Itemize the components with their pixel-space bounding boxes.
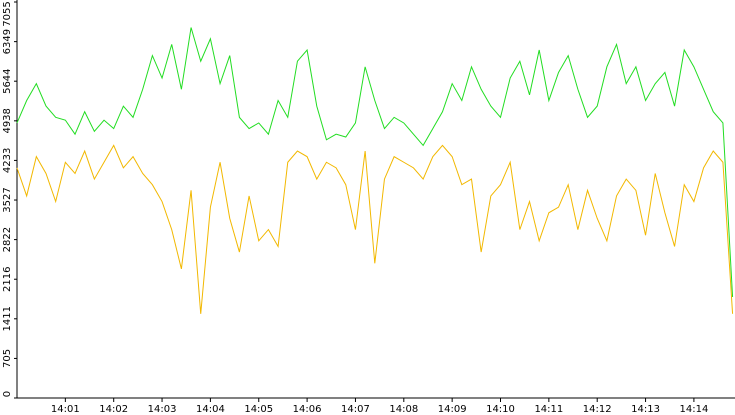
- y-tick-label: 705: [2, 349, 13, 368]
- y-tick-label: 2822: [2, 227, 13, 252]
- y-tick-label: 6349: [2, 29, 13, 54]
- x-tick-label: 14:02: [99, 404, 128, 415]
- x-tick-label: 14:07: [341, 404, 370, 415]
- x-tick-label: 14:01: [51, 404, 80, 415]
- y-tick-label: 4938: [2, 108, 13, 133]
- x-tick-label: 14:09: [438, 404, 467, 415]
- y-tick-label: 4233: [2, 148, 13, 173]
- x-tick-label: 14:12: [583, 404, 612, 415]
- x-tick-label: 14:04: [196, 404, 225, 415]
- y-tick-label: 7055: [2, 1, 13, 26]
- series-line: [16, 144, 734, 314]
- x-tick-label: 14:11: [534, 404, 563, 415]
- x-tick-label: 14:13: [631, 404, 660, 415]
- y-tick-label: 0: [2, 391, 13, 397]
- x-tick-label: 14:10: [486, 404, 515, 415]
- y-tick-label: 3527: [2, 187, 13, 212]
- x-tick-label: 14:05: [244, 404, 273, 415]
- x-tick-label: 14:03: [148, 404, 177, 415]
- y-tick-label: 2116: [2, 267, 13, 292]
- series-line: [16, 27, 734, 297]
- y-tick-label: 1411: [2, 306, 13, 331]
- x-tick-label: 14:06: [293, 404, 322, 415]
- x-tick-label: 14:14: [679, 404, 708, 415]
- y-tick-label: 5644: [2, 68, 13, 93]
- x-tick-label: 14:08: [389, 404, 418, 415]
